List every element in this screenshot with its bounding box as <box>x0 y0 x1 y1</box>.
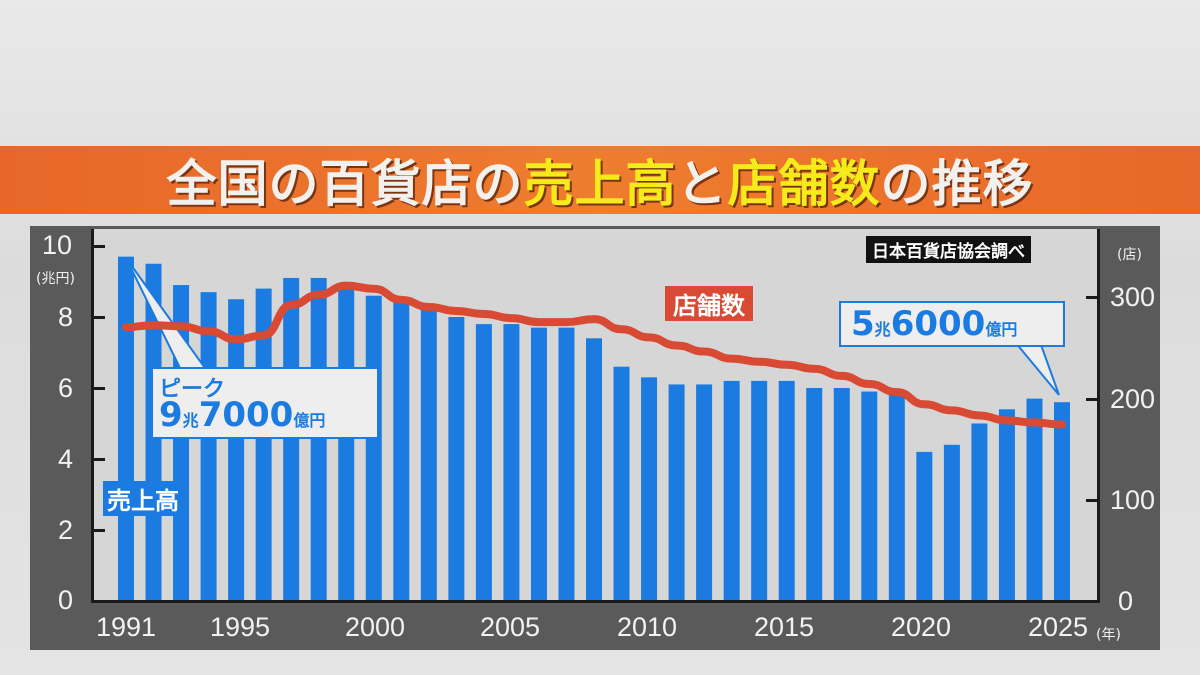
bar <box>118 256 134 601</box>
source-label: 日本百貨店協会調べ <box>866 236 1031 263</box>
bar <box>448 317 465 601</box>
bar <box>365 295 382 601</box>
left-axis-unit: (兆円) <box>36 271 75 287</box>
bar <box>971 423 988 601</box>
right-tick: 300 <box>1110 282 1156 312</box>
tick-mark <box>1086 296 1098 299</box>
x-tick: 2025 <box>1028 612 1089 642</box>
x-tick: 2000 <box>345 612 406 642</box>
title-part: 売上高 <box>523 155 677 213</box>
bar <box>310 277 327 601</box>
x-tick: 1995 <box>210 612 271 642</box>
peak-unit: 兆 <box>182 411 199 430</box>
bar <box>1026 398 1043 601</box>
bar <box>861 391 878 601</box>
right-tick: 0 <box>1118 586 1134 616</box>
title-part: 店舗数 <box>727 155 881 213</box>
bar <box>255 288 272 601</box>
peak-unit: 億円 <box>293 411 326 430</box>
peak-title: ピーク <box>159 377 226 402</box>
bar <box>393 302 410 601</box>
right-tick: 200 <box>1110 384 1156 414</box>
bar <box>723 380 740 601</box>
tick-mark <box>93 529 105 532</box>
bar <box>228 299 245 601</box>
latest-value: 5 <box>851 304 875 344</box>
callout-pointer <box>1012 341 1060 396</box>
left-tick: 0 <box>58 585 74 615</box>
page-title: 全国の百貨店の 売上高と店舗数 の推移 <box>0 146 1200 214</box>
peak-value: 7000 <box>198 395 294 435</box>
right-axis-line <box>1097 229 1100 603</box>
x-tick: 1991 <box>96 612 157 642</box>
title-band <box>0 146 1200 214</box>
bar <box>778 380 795 601</box>
bar <box>283 277 300 601</box>
tick-mark <box>1086 499 1098 502</box>
bar <box>833 388 850 601</box>
series-label-stores: 店舗数 <box>665 286 753 321</box>
bar <box>696 384 713 601</box>
bar <box>338 288 355 601</box>
title-part: 全国の百貨店の <box>166 155 524 213</box>
left-tick: 2 <box>58 515 74 545</box>
x-tick: 2020 <box>891 612 952 642</box>
bar <box>503 324 520 601</box>
bar <box>613 366 630 601</box>
left-axis-line <box>91 229 94 603</box>
bar <box>558 327 575 601</box>
bar <box>916 451 933 601</box>
bar <box>888 395 905 601</box>
bar <box>200 292 217 601</box>
latest-callout: 5兆6000億円 <box>839 301 1065 347</box>
bar <box>943 444 960 601</box>
title-part: と <box>676 155 728 213</box>
bar <box>998 409 1015 601</box>
bar <box>475 324 492 601</box>
x-axis-unit: (年) <box>1096 627 1121 643</box>
bar <box>641 377 658 601</box>
bar <box>530 327 547 601</box>
latest-value: 6000 <box>890 304 986 344</box>
title-part: の推移 <box>880 155 1034 213</box>
tick-mark <box>93 316 105 319</box>
bar <box>586 338 602 601</box>
latest-unit: 兆 <box>874 320 891 339</box>
bar <box>751 380 768 601</box>
tick-mark <box>93 245 105 248</box>
store-count-line <box>122 281 1066 429</box>
x-tick: 2005 <box>480 612 541 642</box>
bar <box>668 384 685 601</box>
left-tick: 4 <box>58 444 74 474</box>
tick-mark <box>1086 398 1098 401</box>
x-axis-line <box>91 600 1099 603</box>
tick-mark <box>93 458 105 461</box>
right-tick: 100 <box>1110 485 1156 515</box>
series-label-sales: 売上高 <box>103 481 183 516</box>
x-tick: 2010 <box>617 612 678 642</box>
peak-value: 9 <box>159 395 183 435</box>
left-tick: 10 <box>42 230 73 260</box>
tick-mark <box>93 387 105 390</box>
bar <box>806 388 823 601</box>
left-tick: 6 <box>58 373 74 403</box>
bar <box>420 309 437 601</box>
callout-pointer <box>125 257 207 369</box>
left-tick: 8 <box>58 302 74 332</box>
x-tick: 2015 <box>754 612 815 642</box>
right-axis-unit: (店) <box>1117 247 1142 263</box>
bar <box>1054 402 1070 601</box>
peak-callout: ピーク 9兆7000億円 <box>151 367 379 439</box>
latest-unit: 億円 <box>985 320 1018 339</box>
